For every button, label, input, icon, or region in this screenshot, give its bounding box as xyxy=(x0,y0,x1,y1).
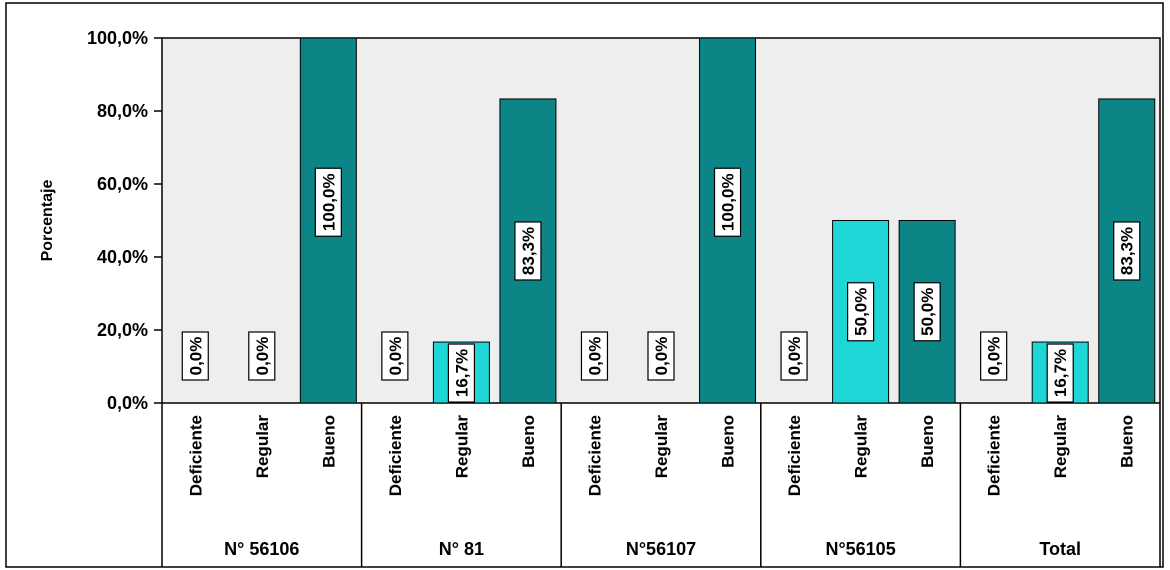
x-category-label: Bueno xyxy=(918,415,937,468)
x-category-label: Deficiente xyxy=(585,415,604,496)
data-label-text: 16,7% xyxy=(452,349,471,397)
data-label-text: 100,0% xyxy=(719,173,738,231)
y-tick-label: 80,0% xyxy=(97,101,148,121)
x-category-label: Deficiente xyxy=(186,415,205,496)
data-label: 50,0% xyxy=(913,282,941,342)
data-label-text: 16,7% xyxy=(1051,349,1070,397)
x-group-label: N°56107 xyxy=(626,539,696,559)
data-label-text: 0,0% xyxy=(985,337,1004,376)
x-group-label: N° 56106 xyxy=(224,539,299,559)
data-label-text: 0,0% xyxy=(785,337,804,376)
data-label-box xyxy=(1046,343,1074,403)
y-tick-label: 40,0% xyxy=(97,247,148,267)
data-label: 0,0% xyxy=(381,331,409,381)
y-tick-label: 0,0% xyxy=(107,393,148,413)
data-label-box xyxy=(1113,221,1141,281)
data-label-box xyxy=(713,167,742,237)
x-category-label: Deficiente xyxy=(785,415,804,496)
x-category-label: Bueno xyxy=(319,415,338,468)
data-label-box xyxy=(647,331,675,381)
x-category-label: Deficiente xyxy=(985,415,1004,496)
data-label-box xyxy=(980,331,1008,381)
data-label-box xyxy=(846,282,875,342)
x-group-label: N°56105 xyxy=(825,539,895,559)
data-label-box xyxy=(447,343,475,403)
y-tick-label: 20,0% xyxy=(97,320,148,340)
data-label-text: 83,3% xyxy=(519,227,538,275)
data-label: 50,0% xyxy=(846,282,875,342)
x-category-label: Deficiente xyxy=(386,415,405,496)
data-label: 83,3% xyxy=(1113,221,1141,281)
x-category-label: Bueno xyxy=(1118,415,1137,468)
data-label: 100,0% xyxy=(713,167,742,237)
data-label: 0,0% xyxy=(580,331,609,381)
data-label: 0,0% xyxy=(248,331,276,381)
data-label-text: 50,0% xyxy=(852,288,871,336)
data-label-text: 0,0% xyxy=(186,337,205,376)
x-group-label: N° 81 xyxy=(439,539,484,559)
data-label-box xyxy=(181,331,209,381)
data-label: 0,0% xyxy=(780,331,808,381)
data-label-box xyxy=(514,221,542,281)
x-category-label: Regular xyxy=(652,415,671,479)
data-label-text: 0,0% xyxy=(386,337,405,376)
data-label-box xyxy=(248,331,276,381)
x-category-label: Bueno xyxy=(519,415,538,468)
x-category-label: Bueno xyxy=(719,415,738,468)
data-label-text: 100,0% xyxy=(319,173,338,231)
data-label-box xyxy=(381,331,409,381)
bars-layer: 0,0% 0,0% 100,0% 0,0% 16,7% 83,3% 0,0% 0,0% 100,… xyxy=(181,37,1156,404)
data-label-box xyxy=(780,331,808,381)
x-axis: Deficiente Regular Bueno N° 56106 Deficiente… xyxy=(161,403,1161,567)
x-category-label: Regular xyxy=(1051,415,1070,479)
data-label: 0,0% xyxy=(980,331,1008,381)
y-axis: 0,0% 20,0% 40,0% 60,0% 80,0% 100,0% xyxy=(87,28,162,413)
y-axis-label: Porcentaje xyxy=(39,179,56,261)
data-label-box xyxy=(580,331,609,381)
data-label-text: 0,0% xyxy=(585,337,604,376)
x-category-label: Regular xyxy=(852,415,871,479)
x-category-label: Regular xyxy=(452,415,471,479)
data-label-box xyxy=(314,167,342,237)
data-label: 0,0% xyxy=(647,331,675,381)
y-tick-label: 100,0% xyxy=(87,28,148,48)
data-label-text: 0,0% xyxy=(652,337,671,376)
x-group-label: Total xyxy=(1039,539,1081,559)
data-label-text: 83,3% xyxy=(1118,227,1137,275)
data-label-text: 50,0% xyxy=(918,288,937,336)
data-label-text: 0,0% xyxy=(253,337,272,376)
y-tick-label: 60,0% xyxy=(97,174,148,194)
x-category-label: Regular xyxy=(253,415,272,479)
data-label: 100,0% xyxy=(314,167,342,237)
data-label: 16,7% xyxy=(447,343,475,403)
data-label: 16,7% xyxy=(1046,343,1074,403)
data-label-box xyxy=(913,282,941,342)
data-label: 0,0% xyxy=(181,331,209,381)
data-label: 83,3% xyxy=(514,221,542,281)
